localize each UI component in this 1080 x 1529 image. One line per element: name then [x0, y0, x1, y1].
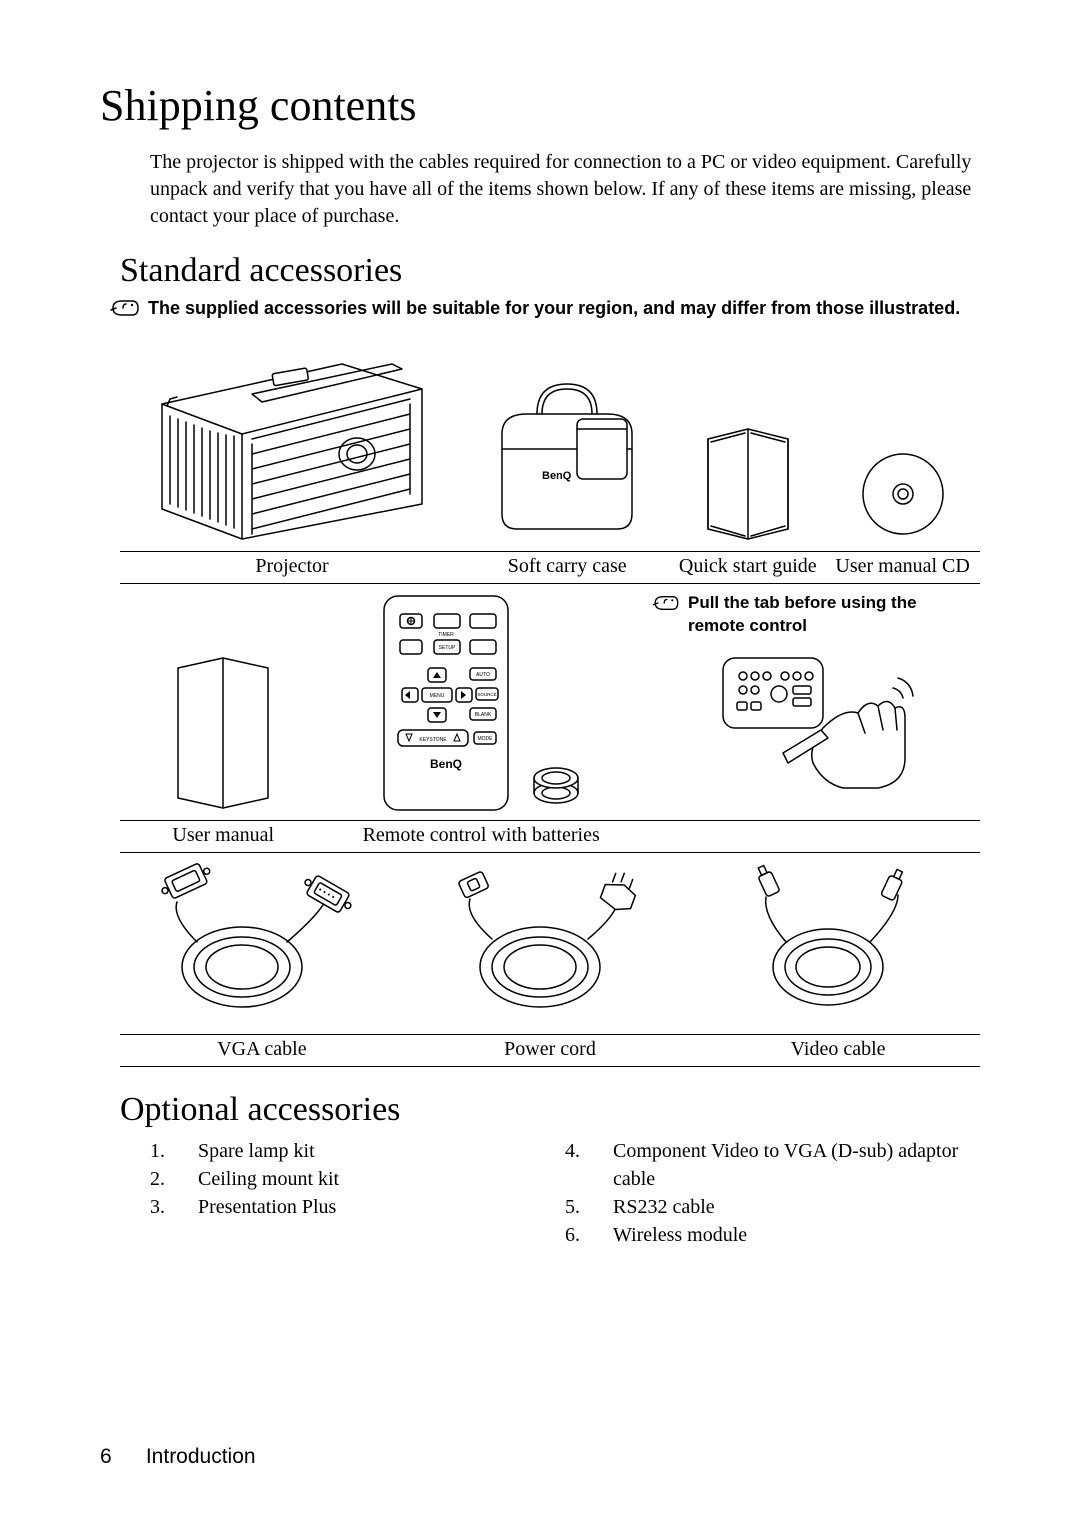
page-number: 6	[100, 1445, 140, 1469]
hand-remote-illustration	[693, 638, 923, 798]
optional-accessories-heading: Optional accessories	[120, 1091, 980, 1129]
case-brand-label: BenQ	[542, 470, 572, 482]
note-icon	[652, 594, 680, 612]
page-title: Shipping contents	[100, 80, 980, 131]
svg-text:BLANK: BLANK	[475, 712, 492, 718]
user-manual-illustration	[120, 584, 326, 820]
video-cable-illustration	[696, 853, 980, 1034]
footer-section-label: Introduction	[146, 1445, 256, 1468]
user-manual-cd-illustration	[825, 440, 980, 551]
optional-right-column: 4.Component Video to VGA (D-sub) adaptor…	[565, 1137, 980, 1249]
soft-carry-case-illustration: BenQ	[464, 370, 670, 551]
pull-tab-note-cell: Pull the tab before using the remote con…	[636, 584, 980, 820]
pull-tab-note-text: Pull the tab before using the remote con…	[688, 592, 974, 638]
intro-paragraph: The projector is shipped with the cables…	[150, 149, 980, 230]
standard-note-text: The supplied accessories will be suitabl…	[148, 296, 960, 320]
pull-tab-note: Pull the tab before using the remote con…	[642, 588, 974, 638]
power-cord-caption: Power cord	[404, 1035, 696, 1066]
svg-text:TIMER: TIMER	[438, 632, 454, 638]
projector-illustration	[120, 340, 464, 551]
optional-left-column: 1.Spare lamp kit 2.Ceiling mount kit 3.P…	[150, 1137, 565, 1249]
accessory-row-2-captions: User manual Remote control with batterie…	[120, 821, 980, 853]
svg-text:AUTO: AUTO	[476, 672, 490, 678]
list-item: 5.RS232 cable	[565, 1193, 980, 1221]
vga-cable-caption: VGA cable	[120, 1035, 404, 1066]
svg-text:MODE: MODE	[478, 736, 494, 742]
accessory-row-3-images	[120, 853, 980, 1035]
user-manual-caption: User manual	[120, 821, 326, 852]
blank-caption	[636, 821, 980, 852]
accessory-row-3-captions: VGA cable Power cord Video cable	[120, 1035, 980, 1067]
list-item: 3.Presentation Plus	[150, 1193, 565, 1221]
quick-start-guide-caption: Quick start guide	[670, 552, 825, 583]
svg-text:SOURCE: SOURCE	[478, 692, 497, 697]
accessory-row-2-images: TIMER SETUP AUTO MENU SOURCE	[120, 584, 980, 821]
standard-accessories-grid: BenQ Projector Soft carry case Quick sta…	[120, 340, 980, 1067]
list-item: 4.Component Video to VGA (D-sub) adaptor…	[565, 1137, 980, 1193]
remote-batteries-illustration: TIMER SETUP AUTO MENU SOURCE	[326, 584, 636, 820]
svg-text:MENU: MENU	[430, 693, 445, 699]
video-cable-caption: Video cable	[696, 1035, 980, 1066]
standard-note: The supplied accessories will be suitabl…	[110, 296, 980, 320]
accessory-row-1-images: BenQ	[120, 340, 980, 552]
svg-text:SETUP: SETUP	[439, 645, 456, 651]
list-item: 1.Spare lamp kit	[150, 1137, 565, 1165]
svg-text:KEYSTONE: KEYSTONE	[420, 737, 448, 743]
standard-accessories-heading: Standard accessories	[120, 252, 980, 290]
accessory-row-1-captions: Projector Soft carry case Quick start gu…	[120, 552, 980, 584]
soft-carry-case-caption: Soft carry case	[464, 552, 670, 583]
remote-batteries-caption: Remote control with batteries	[326, 821, 636, 852]
page-footer: 6 Introduction	[100, 1445, 256, 1469]
list-item: 6.Wireless module	[565, 1221, 980, 1249]
list-item: 2.Ceiling mount kit	[150, 1165, 565, 1193]
user-manual-cd-caption: User manual CD	[825, 552, 980, 583]
optional-accessories-list: 1.Spare lamp kit 2.Ceiling mount kit 3.P…	[150, 1137, 980, 1249]
svg-text:BenQ: BenQ	[430, 757, 462, 771]
note-icon	[110, 298, 140, 318]
quick-start-guide-illustration	[670, 410, 825, 551]
power-cord-illustration	[404, 853, 696, 1034]
projector-caption: Projector	[120, 552, 464, 583]
vga-cable-illustration	[120, 853, 404, 1034]
